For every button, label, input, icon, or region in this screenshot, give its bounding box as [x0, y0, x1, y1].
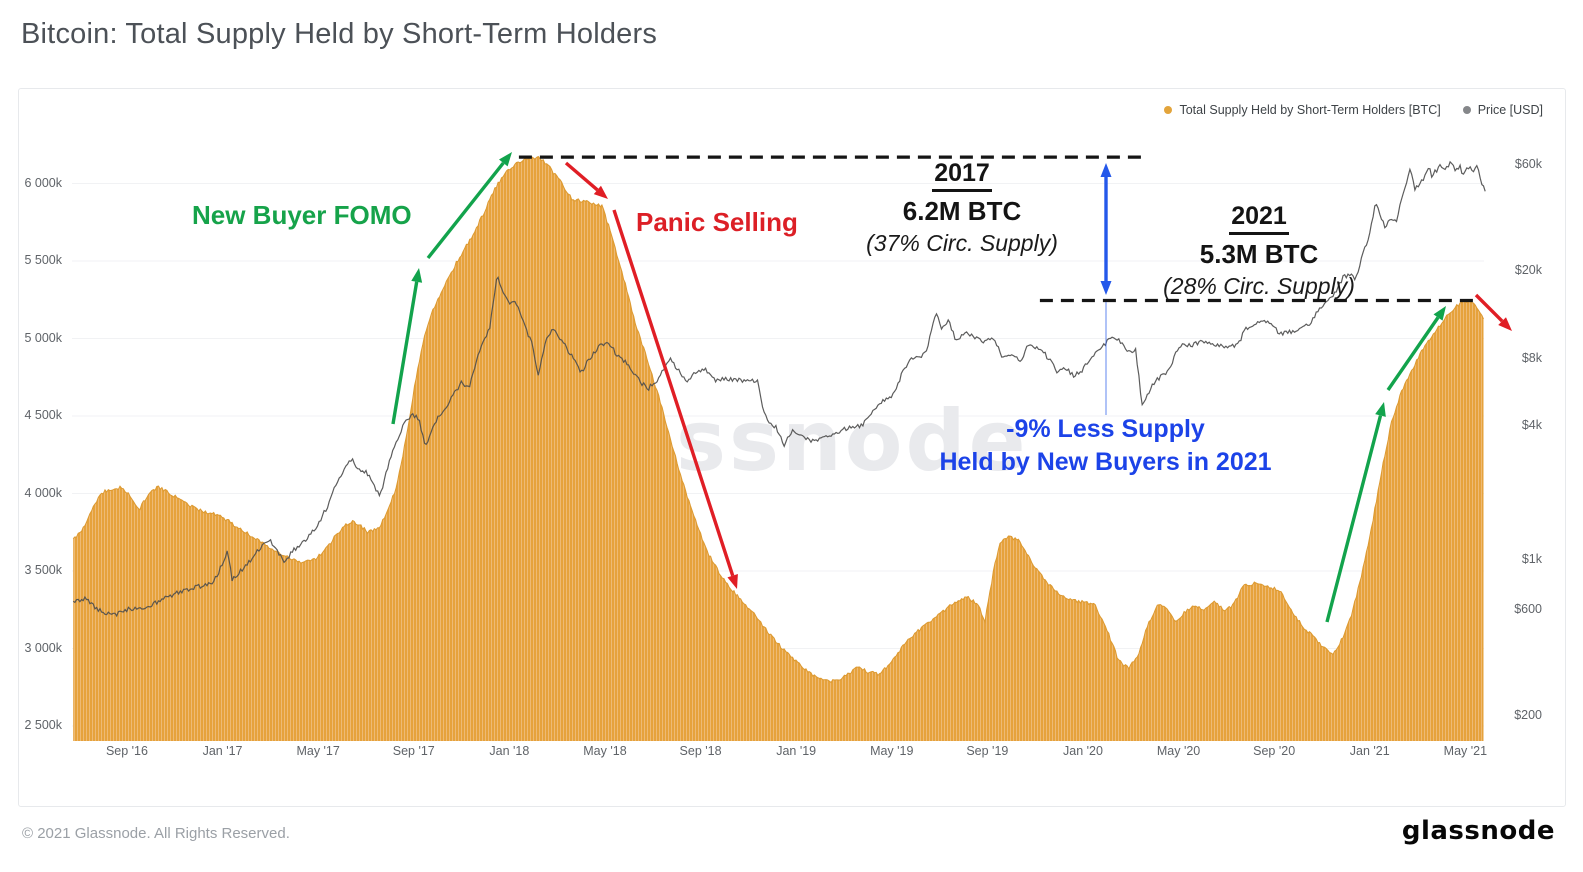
x-tick-label: Jan '20: [1063, 744, 1103, 758]
arrowhead-icon: [593, 185, 608, 199]
annotation-2017-amount: 6.2M BTC: [902, 195, 1022, 226]
y-right-tick-label: $20k: [1514, 262, 1542, 277]
y-right-tick-label: $60k: [1514, 156, 1542, 171]
x-tick-label: May '17: [296, 744, 340, 758]
y-right-tick-label: $200: [1514, 708, 1542, 722]
annotation-new-buyer-fomo: New Buyer FOMO: [192, 200, 412, 230]
annotation-2021-year: 2021: [1229, 202, 1289, 235]
legend-label-price: Price [USD]: [1477, 103, 1543, 117]
x-tick-label: May '18: [583, 744, 627, 758]
arrowhead-icon: [1375, 402, 1386, 417]
annotation-2017-year: 2017: [932, 159, 992, 192]
annotation-less-supply: -9% Less Supply Held by New Buyers in 20…: [913, 413, 1298, 479]
annotation-panic-selling: Panic Selling: [636, 207, 798, 237]
x-tick-label: Jan '18: [489, 744, 530, 758]
y-right-tick-label: $8k: [1521, 351, 1542, 366]
legend-item-price[interactable]: Price [USD]: [1462, 103, 1543, 117]
arrowhead-icon: [1498, 317, 1512, 331]
supply-area-edge: [72, 155, 1484, 684]
y-left-tick-label: 6 000k: [24, 175, 62, 190]
x-tick-label: May '19: [870, 744, 914, 758]
trend-arrow: [1474, 293, 1504, 323]
arrowhead-icon: [1433, 306, 1446, 321]
annotation-less-supply-line1: -9% Less Supply: [1006, 415, 1205, 443]
annotation-2021-share: (28% Circ. Supply): [1163, 273, 1355, 299]
supply-area-series: [73, 156, 1484, 741]
trend-arrow: [612, 209, 735, 577]
x-tick-label: May '21: [1443, 744, 1488, 758]
x-tick-label: Sep '16: [105, 744, 148, 758]
arrowhead-icon: [498, 152, 512, 167]
x-tick-label: May '20: [1156, 744, 1201, 758]
price-line-series: [72, 160, 1486, 618]
arrowhead-icon: [1100, 281, 1112, 295]
y-left-tick-label: 5 000k: [24, 330, 62, 345]
arrowhead-icon: [1100, 163, 1112, 177]
y-right-tick-label: $1k: [1521, 552, 1542, 567]
trend-arrow: [1386, 316, 1440, 391]
glassnode-logo: glassnode: [1401, 816, 1555, 846]
x-tick-label: Jan '21: [1349, 744, 1390, 758]
x-tick-label: Jan '17: [202, 744, 243, 758]
copyright-text: © 2021 Glassnode. All Rights Reserved.: [22, 825, 290, 842]
x-tick-label: Sep '18: [679, 744, 722, 758]
y-left-tick-label: 4 000k: [24, 485, 62, 500]
price-legend-dot-icon: [1462, 106, 1471, 114]
chart-legend: Total Supply Held by Short-Term Holders …: [1164, 103, 1543, 117]
y-right-tick-label: $600: [1514, 601, 1542, 616]
annotation-less-supply-line2: Held by New Buyers in 2021: [939, 448, 1272, 476]
trend-arrow: [391, 281, 419, 425]
legend-item-supply[interactable]: Total Supply Held by Short-Term Holders …: [1164, 103, 1441, 117]
trend-arrow: [564, 161, 599, 192]
x-tick-label: Jan '19: [776, 744, 817, 758]
annotation-2017-peak: 2017 6.2M BTC (37% Circ. Supply): [827, 159, 1097, 258]
y-right-tick-label: $4k: [1521, 418, 1542, 433]
annotation-2021-peak: 2021 5.3M BTC (28% Circ. Supply): [1124, 202, 1394, 301]
arrowhead-icon: [411, 268, 423, 283]
x-tick-label: Sep '17: [392, 744, 435, 758]
y-left-tick-label: 2 500k: [24, 718, 62, 732]
annotation-2017-share: (37% Circ. Supply): [866, 230, 1058, 256]
arrowhead-icon: [727, 573, 738, 589]
y-left-tick-label: 5 500k: [24, 253, 62, 267]
y-left-tick-label: 4 500k: [24, 408, 62, 422]
y-left-tick-label: 3 500k: [24, 563, 62, 577]
annotation-2021-amount: 5.3M BTC: [1199, 238, 1319, 269]
x-tick-label: Sep '20: [1253, 744, 1296, 758]
supply-legend-dot-icon: [1164, 106, 1173, 114]
x-tick-label: Sep '19: [966, 744, 1009, 758]
y-left-tick-label: 3 000k: [24, 640, 62, 655]
trend-arrow: [426, 161, 505, 260]
legend-label-supply: Total Supply Held by Short-Term Holders …: [1179, 103, 1441, 117]
page-title: Bitcoin: Total Supply Held by Short-Term…: [21, 18, 658, 50]
trend-arrow: [1325, 415, 1383, 623]
